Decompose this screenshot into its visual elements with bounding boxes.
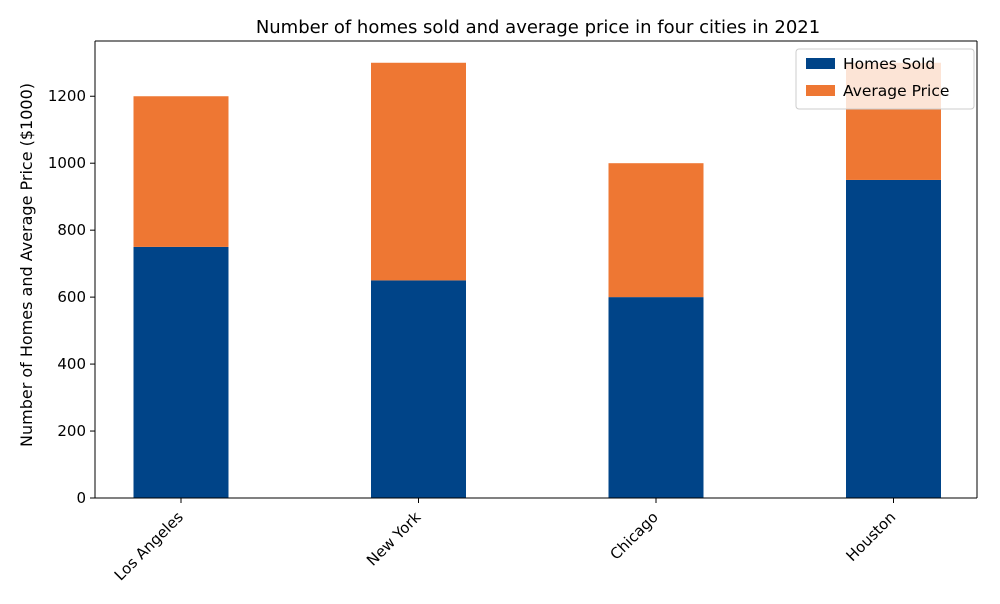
legend-label: Average Price [843, 82, 949, 100]
y-tick-label: 0 [76, 489, 86, 507]
bar-homes-sold-new-york [371, 280, 466, 498]
y-tick-label: 800 [57, 221, 86, 239]
x-tick-label: Chicago [606, 508, 661, 563]
x-tick-label: New York [363, 508, 425, 570]
chart-title: Number of homes sold and average price i… [256, 17, 820, 38]
y-tick-label: 200 [57, 422, 86, 440]
legend-label: Homes Sold [843, 55, 935, 73]
bar-homes-sold-los-angeles [133, 246, 229, 498]
x-tick-label: Los Angeles [111, 508, 187, 584]
y-tick-label: 600 [57, 288, 86, 306]
bar-average-price-new-york [371, 62, 466, 281]
bar-homes-sold-houston [846, 179, 941, 498]
y-axis-title: Number of Homes and Average Price ($1000… [17, 83, 36, 447]
bars-layer [133, 62, 941, 498]
bar-average-price-chicago [608, 163, 704, 298]
y-tick-label: 1000 [48, 154, 86, 172]
legend-box [795, 48, 975, 110]
x-tick-label: Houston [843, 508, 900, 565]
bar-homes-sold-chicago [608, 297, 704, 498]
legend-swatch [806, 85, 835, 96]
legend-swatch [806, 58, 835, 69]
legend: Homes Sold Average Price [795, 48, 975, 110]
y-tick-label: 400 [57, 355, 86, 373]
y-tick-label: 1200 [48, 87, 86, 105]
bar-average-price-los-angeles [133, 96, 229, 247]
